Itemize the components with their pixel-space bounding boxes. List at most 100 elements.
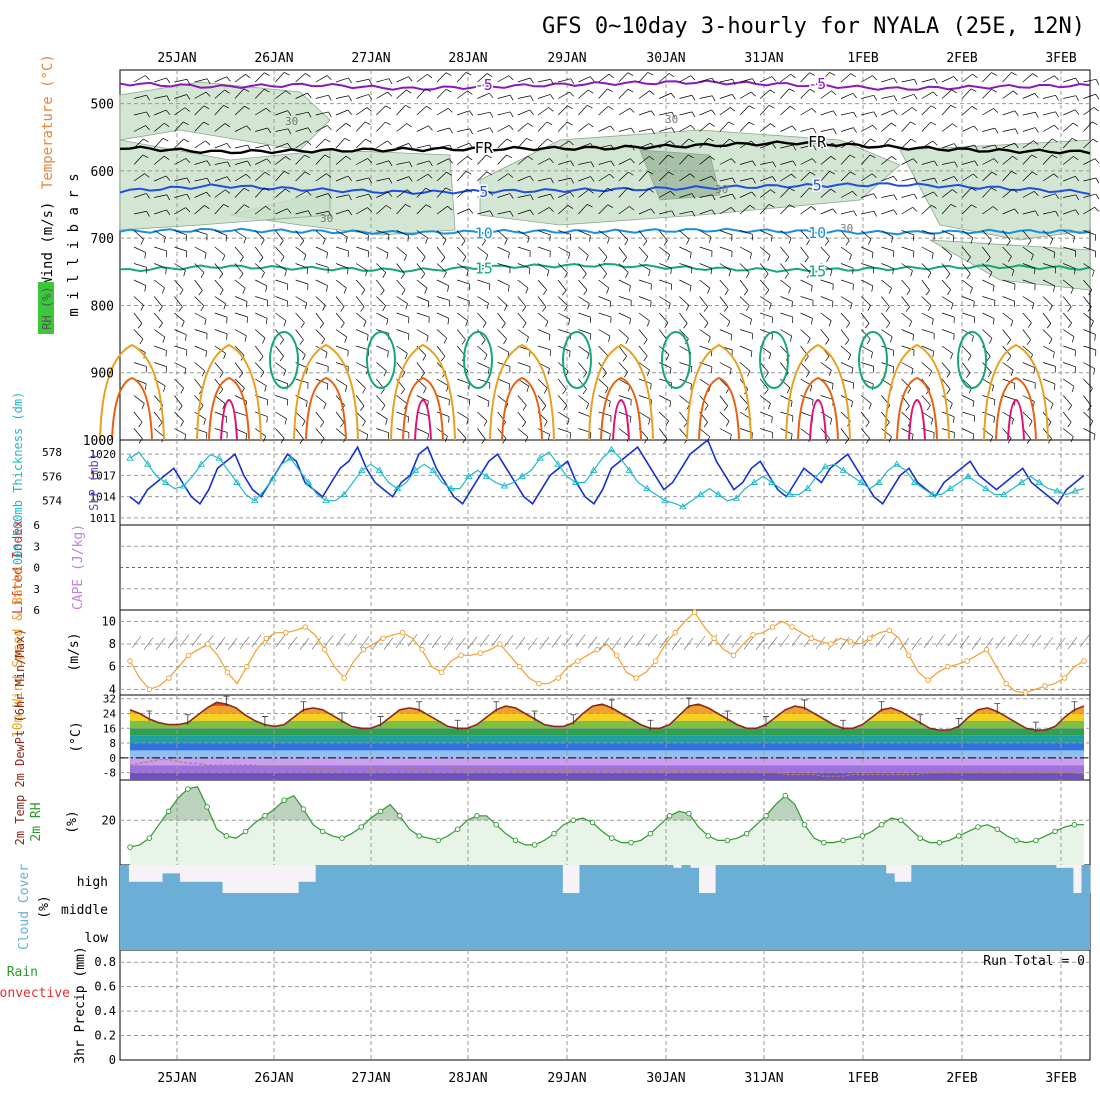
cloud-high-bar-113 (1081, 865, 1091, 893)
wind-barb-15-25 (638, 329, 648, 340)
wind-barb-flag-9-36 (868, 238, 872, 245)
wind-barb-12-18 (497, 279, 510, 286)
wind-barb-9-37 (881, 230, 893, 238)
wind-barb-20-17 (477, 411, 488, 422)
wind-barb-6-15 (436, 171, 447, 182)
rh2m-marker-34 (454, 826, 461, 832)
wind-barb-flag-1-35 (852, 93, 857, 99)
wind-barb-flag-2-15 (447, 108, 453, 113)
wind-barb-12-42 (982, 279, 995, 286)
wind-barb-flag-12-42 (992, 285, 995, 292)
wind-barb-9-42 (982, 230, 992, 241)
wind-barb-5-11 (356, 158, 368, 165)
wind-label: Wind (m/s) (40, 202, 56, 286)
wind-barb-flag-1-40 (951, 89, 957, 94)
wind-barb-0-16 (456, 72, 467, 83)
wind-barb-18-18 (497, 378, 510, 385)
wind-barb-17-12 (376, 362, 387, 372)
wind-barb-8-21 (557, 205, 569, 215)
wind-barb-21-26 (658, 428, 668, 440)
wind-barb-4-38 (901, 138, 912, 149)
wind-barb-flag-8-11 (367, 207, 372, 212)
wind-barb-flag-12-41 (969, 287, 973, 294)
cloud-high-bar-97 (945, 865, 955, 893)
wind-barb-21-37 (881, 428, 892, 437)
wind-barb-15-1 (153, 329, 166, 338)
wind-barb-17-41 (961, 362, 971, 374)
wind-barb-5-31 (760, 161, 773, 165)
wind-barb-9-20 (537, 230, 551, 236)
wind10m-barb-43 (647, 634, 658, 647)
wind10m-barb-8 (227, 637, 238, 651)
cloud-high-bar-70 (715, 865, 725, 893)
slp-tick-1: 1014 (90, 491, 117, 504)
wind-barb-flag-2-19 (529, 109, 534, 115)
wind-barb-flag-18-29 (725, 388, 730, 394)
cloud-high-bar-21 (298, 881, 308, 893)
wind-barb-flag-7-24 (627, 187, 634, 191)
wind-barb-15-6 (254, 329, 266, 339)
rh2m-marker-66 (763, 813, 769, 819)
cloud-high-bar-76 (766, 865, 776, 893)
wind-barb-flag-17-7 (283, 370, 287, 376)
wind-barb-flag-15-15 (443, 337, 448, 344)
wind-barb-19-17 (477, 395, 490, 402)
wind10m-barb-45 (671, 637, 682, 650)
rh2m-marker-92 (1013, 837, 1020, 844)
wind-barb-flag-21-37 (888, 436, 892, 443)
rh2m-marker-76 (859, 833, 866, 839)
wind-barb-flag-20-34 (829, 418, 833, 425)
wind-barb-7-46 (1063, 194, 1076, 198)
wind-barb-15-39 (921, 329, 935, 334)
wind-barb-flag-2-17 (489, 112, 494, 118)
wind-barb-flag-17-33 (805, 371, 810, 378)
cloud-high-bar-56 (596, 865, 606, 893)
wind-barb-18-17 (477, 378, 490, 384)
wind-barb-4-16 (457, 142, 470, 149)
wind-barb-21-7 (275, 428, 285, 439)
wind-barb-flag-7-19 (530, 194, 534, 201)
wind-barb-flag-0-4 (226, 76, 231, 82)
wind10m-tick-3: 10 (102, 614, 116, 628)
wind-barb-flag-1-17 (488, 92, 494, 99)
wind-barb-1-32 (780, 88, 790, 99)
bl-contour-teal-8 (957, 331, 987, 389)
wind-barb-flag-5-7 (285, 156, 291, 161)
wind-barb-flag-12-47 (1088, 289, 1093, 296)
wind-barb-flag-0-40 (953, 76, 958, 82)
wind-barb-10-12 (376, 246, 389, 254)
bl-contour-darkorange-3 (402, 376, 444, 441)
wind10m-marker-84 (944, 663, 951, 670)
wind-barb-flag-10-17 (485, 254, 489, 261)
thickness-marker-46 (536, 454, 544, 461)
wind-barb-flag-3-14 (428, 125, 433, 131)
wind-barb-flag-13-3 (200, 305, 205, 312)
wind-barb-4-18 (497, 138, 508, 149)
rh2m-line (129, 786, 1084, 848)
wind-barb-10-47 (1083, 246, 1096, 252)
wind-barb-flag-2-31 (768, 105, 775, 109)
wind-barb-flag-11-1 (165, 268, 167, 275)
wind-barb-flag-6-16 (465, 171, 472, 175)
wind-barb-flag-8-34 (832, 208, 837, 214)
temp2m-minmax-90 (994, 703, 1001, 714)
cape-label: CAPE (J/kg) (71, 524, 86, 610)
wind-barb-13-41 (962, 296, 975, 302)
wind-barb-flag-8-38 (912, 207, 918, 212)
cloud-high-bar-8 (188, 881, 197, 893)
temp2m-tick-4: 24 (103, 707, 117, 720)
wind-barb-flag-12-36 (871, 285, 874, 292)
wind-barb-flag-12-39 (925, 290, 930, 296)
wind-barb-flag-7-14 (425, 187, 432, 192)
wind-barb-flag-19-8 (305, 401, 308, 408)
wind-barb-flag-16-36 (870, 352, 873, 359)
wind-barb-flag-12-32 (788, 287, 791, 294)
wind-barb-flag-17-6 (260, 371, 265, 378)
wind10m-barb-52 (755, 637, 766, 651)
wind-barb-flag-12-11 (361, 289, 366, 295)
wind-barb-flag-14-16 (465, 320, 469, 327)
wind-barb-12-21 (557, 279, 567, 291)
wind-barb-19-0 (133, 395, 145, 404)
wind-barb-5-3 (194, 160, 208, 165)
wind-barb-13-6 (255, 296, 268, 301)
